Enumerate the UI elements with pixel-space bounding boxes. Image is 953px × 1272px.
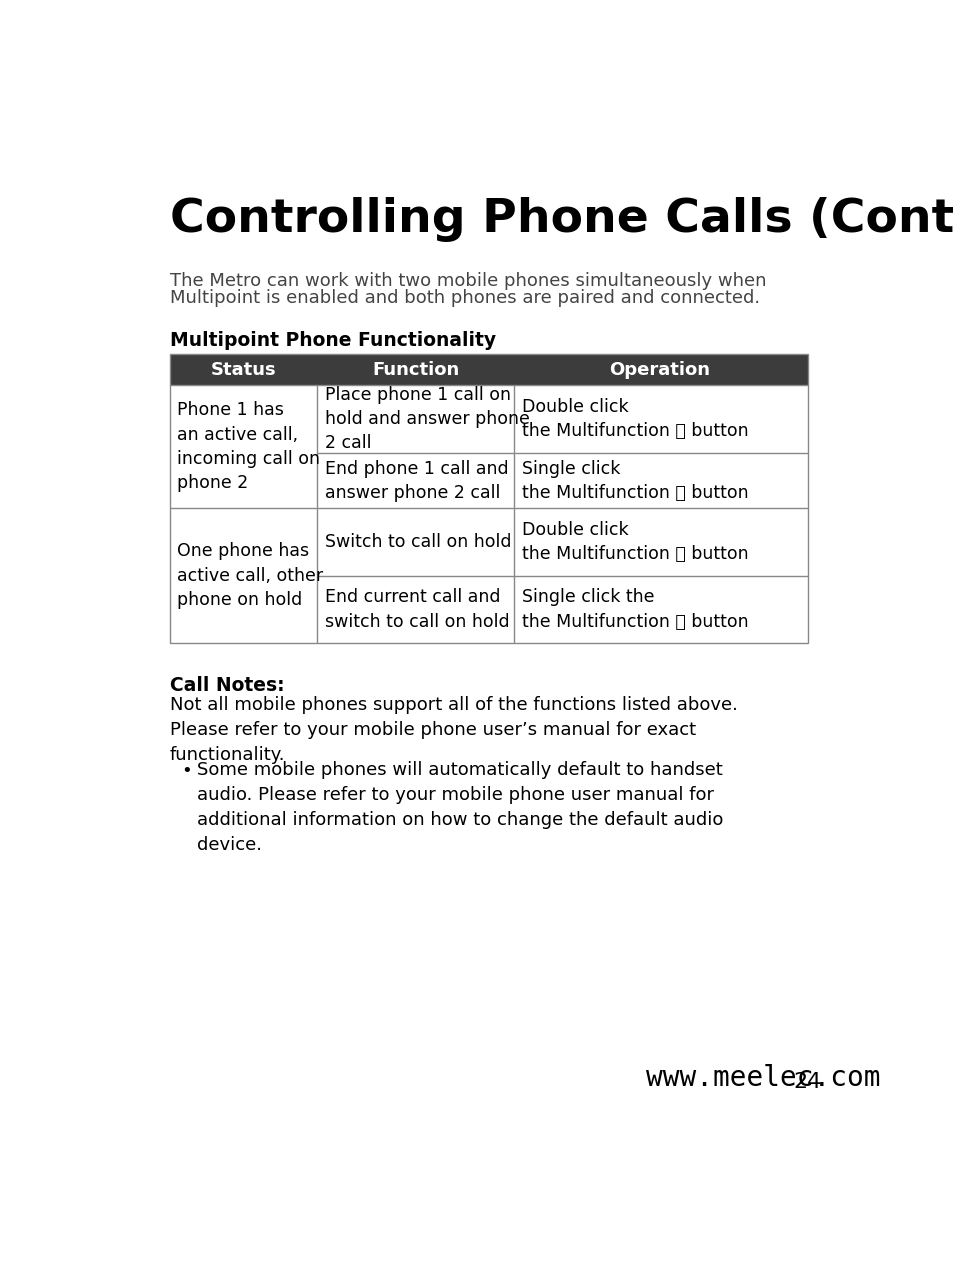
Bar <box>170 355 807 385</box>
Text: Switch to call on hold: Switch to call on hold <box>324 533 511 551</box>
Text: Single click
the Multifunction ⏻ button: Single click the Multifunction ⏻ button <box>521 459 748 502</box>
Text: Status: Status <box>211 361 275 379</box>
Text: Some mobile phones will automatically default to handset
audio. Please refer to : Some mobile phones will automatically de… <box>196 761 722 854</box>
Text: Single click the
the Multifunction ⏻ button: Single click the the Multifunction ⏻ but… <box>521 589 748 631</box>
Text: Operation: Operation <box>608 361 709 379</box>
Text: Double click
the Multifunction ⏻ button: Double click the Multifunction ⏻ button <box>521 398 748 440</box>
Text: www.meelec.com: www.meelec.com <box>645 1065 880 1093</box>
Text: Phone 1 has
an active call,
incoming call on
phone 2: Phone 1 has an active call, incoming cal… <box>177 402 320 492</box>
Text: End current call and
switch to call on hold: End current call and switch to call on h… <box>324 589 509 631</box>
Text: Call Notes:: Call Notes: <box>170 677 284 696</box>
Text: Controlling Phone Calls (Cont.): Controlling Phone Calls (Cont.) <box>170 197 953 242</box>
Text: Place phone 1 call on
hold and answer phone
2 call: Place phone 1 call on hold and answer ph… <box>324 385 529 453</box>
Text: 24: 24 <box>793 1072 821 1093</box>
Text: End phone 1 call and
answer phone 2 call: End phone 1 call and answer phone 2 call <box>324 459 508 502</box>
Text: One phone has
active call, other
phone on hold: One phone has active call, other phone o… <box>177 542 323 609</box>
Text: Multipoint is enabled and both phones are paired and connected.: Multipoint is enabled and both phones ar… <box>170 289 759 307</box>
Text: Not all mobile phones support all of the functions listed above.
Please refer to: Not all mobile phones support all of the… <box>170 696 737 764</box>
Bar <box>170 355 807 644</box>
Text: Multipoint Phone Functionality: Multipoint Phone Functionality <box>170 331 496 350</box>
Text: Function: Function <box>372 361 458 379</box>
Text: Double click
the Multifunction ⏻ button: Double click the Multifunction ⏻ button <box>521 522 748 563</box>
Text: •: • <box>181 762 192 781</box>
Text: The Metro can work with two mobile phones simultaneously when: The Metro can work with two mobile phone… <box>170 272 765 290</box>
